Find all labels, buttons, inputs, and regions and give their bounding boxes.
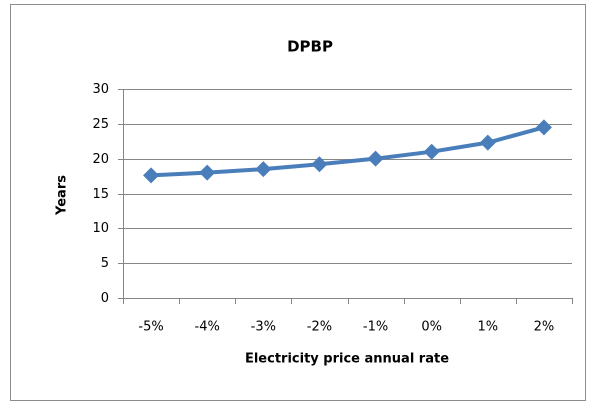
x-tick-label: 1%	[478, 320, 499, 335]
data-marker	[311, 156, 328, 173]
data-marker	[423, 143, 440, 160]
x-axis-label: Electricity price annual rate	[245, 352, 449, 367]
y-axis-label: Years	[55, 175, 70, 216]
y-tick-label: 25	[92, 117, 109, 132]
chart-title: DPBP	[287, 38, 333, 56]
y-tick-label: 10	[92, 221, 109, 236]
y-tick-label: 30	[92, 82, 109, 97]
x-tick-label: -3%	[251, 320, 276, 335]
chart-border	[10, 4, 586, 401]
data-marker	[479, 134, 496, 151]
x-tick-label: -1%	[363, 320, 388, 335]
x-tick-label: 0%	[421, 320, 442, 335]
x-tick-label: -4%	[195, 320, 220, 335]
data-marker	[535, 119, 552, 136]
data-line	[150, 125, 545, 178]
x-tick-label: -5%	[138, 320, 163, 335]
x-tick-label: -2%	[307, 320, 332, 335]
data-marker	[367, 150, 384, 167]
data-marker	[199, 164, 216, 181]
y-tick-label: 0	[101, 291, 109, 306]
data-marker	[143, 167, 160, 184]
x-tick-label: 2%	[534, 320, 555, 335]
y-tick-label: 15	[92, 187, 109, 202]
y-tick-label: 5	[101, 256, 109, 271]
y-tick-label: 20	[92, 152, 109, 167]
data-marker	[255, 161, 272, 178]
